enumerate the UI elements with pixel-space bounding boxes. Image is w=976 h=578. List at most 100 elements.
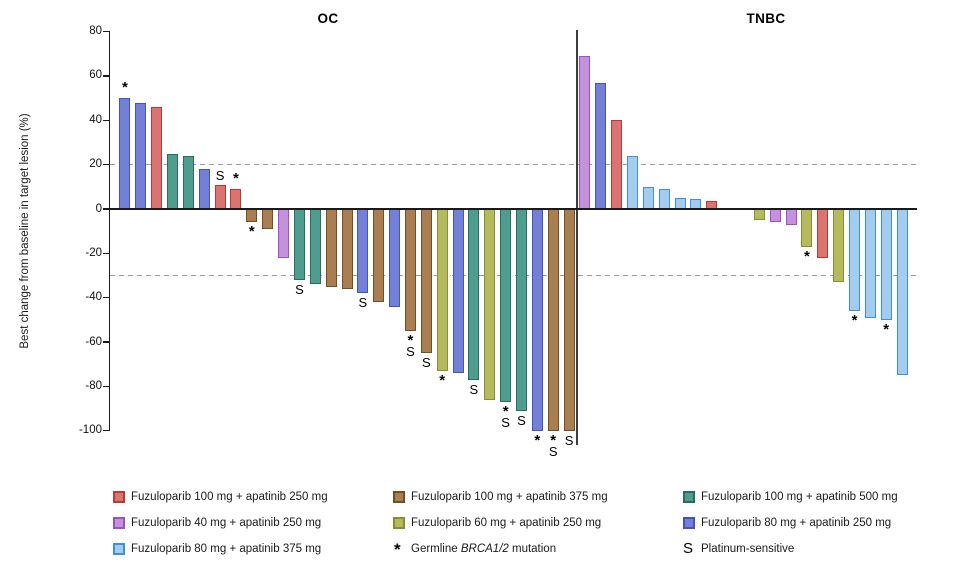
y-tick-label: -60	[85, 335, 102, 348]
bar-oc-27	[531, 209, 543, 431]
bar-oc-2	[135, 102, 147, 209]
y-tick-mark	[102, 119, 109, 122]
bar-oc-10	[262, 209, 274, 229]
bar-tnbc-18	[849, 209, 860, 311]
panel-title-tnbc: TNBC	[746, 11, 786, 26]
bar-oc-19	[404, 209, 416, 331]
bar-tnbc-16	[817, 209, 829, 258]
bar-tnbc-1	[579, 56, 591, 209]
brca-asterisk-annotation: *	[439, 371, 446, 389]
legend-platinum-s-icon: S	[683, 540, 694, 557]
bar-oc-18	[389, 209, 401, 307]
panel-title-oc: OC	[317, 11, 339, 26]
y-tick-mark	[102, 385, 109, 388]
y-tick-label: -20	[85, 246, 102, 259]
bar-tnbc-20	[880, 209, 892, 320]
bar-tnbc-3	[611, 120, 623, 209]
bar-oc-5	[182, 155, 194, 209]
bar-oc-8	[230, 189, 242, 209]
y-axis-title: Best change from baseline in target lesi…	[19, 113, 31, 349]
bar-tnbc-5	[642, 186, 654, 209]
bar-tnbc-17	[833, 209, 845, 283]
y-tick-mark	[102, 30, 109, 33]
y-tick-mark	[102, 296, 109, 299]
bar-oc-26	[515, 209, 527, 411]
y-tick-mark	[102, 252, 109, 255]
bar-tnbc-14	[785, 209, 797, 225]
platinum-s-annotation: S	[295, 281, 304, 297]
platinum-s-annotation: S	[548, 443, 558, 459]
y-tick-mark	[102, 429, 109, 432]
brca-asterisk-annotation: *	[502, 402, 509, 420]
brca-asterisk-annotation: *	[248, 223, 255, 241]
bar-oc-15	[341, 209, 353, 289]
panel-divider	[576, 30, 578, 445]
y-tick-label: -40	[85, 291, 102, 304]
reference-line-20	[110, 164, 917, 166]
zero-baseline	[110, 208, 917, 210]
bar-tnbc-13	[769, 209, 781, 223]
legend-label-f100_a500: Fuzuloparib 100 mg + apatinib 500 mg	[701, 491, 898, 503]
legend-label-platinum: Platinum-sensitive	[701, 543, 795, 555]
y-axis-line	[108, 30, 110, 432]
legend-swatch-f100_a375	[393, 491, 405, 503]
platinum-s-annotation: S	[406, 343, 415, 359]
legend-label-f100_a375: Fuzuloparib 100 mg + apatinib 375 mg	[411, 491, 608, 503]
bar-tnbc-21	[896, 209, 908, 376]
bar-oc-14	[325, 209, 337, 287]
brca-asterisk-annotation: *	[883, 320, 890, 338]
brca-asterisk-annotation: *	[233, 170, 239, 188]
platinum-s-annotation: S	[517, 412, 526, 428]
bar-oc-1	[119, 98, 131, 209]
y-tick-mark	[102, 208, 109, 210]
brca-asterisk-annotation: *	[407, 331, 414, 349]
bar-oc-3	[151, 107, 163, 209]
bar-oc-17	[373, 209, 385, 303]
platinum-s-annotation: S	[501, 414, 510, 430]
brca-asterisk-annotation: *	[804, 247, 810, 265]
brca-asterisk-annotation: *	[851, 311, 858, 329]
legend-swatch-f100_a250	[113, 491, 125, 503]
legend-label-f60_a250: Fuzuloparib 60 mg + apatinib 250 mg	[411, 517, 602, 529]
legend-swatch-f100_a500	[683, 491, 695, 503]
bar-oc-11	[278, 209, 290, 258]
legend-label-brca: Germline BRCA1/2 mutation	[411, 543, 557, 555]
y-tick-label: 80	[89, 25, 102, 38]
bar-oc-4	[167, 153, 179, 209]
legend-brca-asterisk-icon: *	[394, 540, 401, 559]
bar-oc-16	[357, 209, 369, 294]
legend-label-f100_a250: Fuzuloparib 100 mg + apatinib 250 mg	[131, 491, 328, 503]
platinum-s-annotation: S	[358, 295, 368, 311]
platinum-s-annotation: S	[469, 381, 479, 397]
bar-oc-7	[214, 184, 226, 209]
platinum-s-annotation: S	[421, 355, 431, 371]
y-tick-label: 60	[89, 69, 102, 82]
legend-swatch-f80_a375	[113, 543, 125, 555]
bar-tnbc-6	[658, 189, 670, 209]
bar-tnbc-15	[801, 209, 813, 247]
legend-swatch-f80_a250	[683, 517, 695, 529]
y-tick-label: 20	[89, 158, 102, 171]
bar-oc-22	[452, 209, 464, 374]
y-tick-label: -80	[85, 379, 102, 392]
y-tick-mark	[102, 75, 109, 77]
bar-oc-6	[198, 169, 210, 209]
bar-oc-21	[436, 209, 448, 371]
bar-oc-25	[500, 209, 512, 402]
bar-tnbc-4	[627, 155, 638, 209]
legend-swatch-f60_a250	[393, 517, 405, 529]
legend-label-f80_a250: Fuzuloparib 80 mg + apatinib 250 mg	[701, 517, 892, 529]
bar-tnbc-12	[753, 209, 765, 221]
reference-line--30	[110, 275, 917, 276]
y-tick-label: 40	[89, 113, 102, 126]
bar-oc-23	[468, 209, 480, 380]
bar-oc-9	[246, 209, 258, 223]
bar-tnbc-19	[864, 209, 876, 318]
legend-label-f80_a375: Fuzuloparib 80 mg + apatinib 375 mg	[131, 543, 322, 555]
bar-oc-28	[547, 209, 559, 431]
bar-oc-20	[420, 209, 432, 354]
y-tick-label: -100	[78, 424, 102, 437]
legend-label-f40_a250: Fuzuloparib 40 mg + apatinib 250 mg	[131, 517, 322, 529]
platinum-s-annotation: S	[215, 167, 225, 183]
